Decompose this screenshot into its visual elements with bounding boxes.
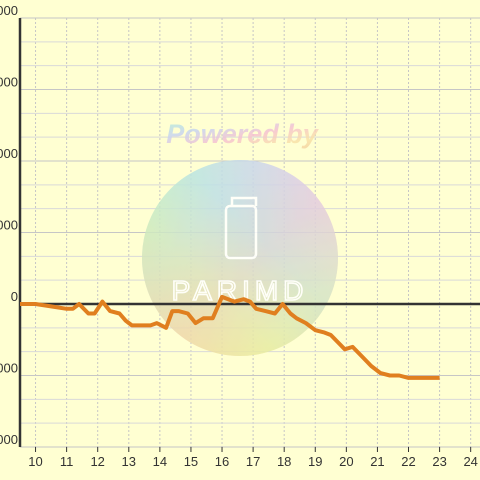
y-tick-label: 0 xyxy=(11,289,18,304)
x-tick-label: 11 xyxy=(60,454,74,469)
x-axis-labels: 10 11 12 13 14 15 16 17 18 19 20 21 22 23 24 xyxy=(28,454,478,469)
y-tick-label: 3,000 xyxy=(0,218,18,233)
watermark-logo-icon xyxy=(224,204,258,260)
x-tick-label: 17 xyxy=(246,454,260,469)
x-tick-label: 10 xyxy=(28,454,42,469)
x-tick-label: 18 xyxy=(277,454,291,469)
y-tick-label: 6,000 xyxy=(0,146,18,161)
y-axis-labels: -6,000 -3,000 0 3,000 6,000 9,000 12,000 xyxy=(0,3,18,447)
watermark-logo-tab xyxy=(230,196,258,206)
x-tick-label: 21 xyxy=(370,454,384,469)
x-tick-label: 13 xyxy=(122,454,136,469)
watermark-powered-by: Powered by xyxy=(166,119,320,149)
x-tick-label: 22 xyxy=(401,454,415,469)
x-tick-label: 15 xyxy=(184,454,198,469)
y-tick-label: 9,000 xyxy=(0,75,18,90)
x-tick-label: 20 xyxy=(339,454,353,469)
y-tick-label: -6,000 xyxy=(0,432,18,447)
series-line xyxy=(20,294,440,380)
series-group xyxy=(20,294,440,380)
watermark: Powered by PARIMD xyxy=(142,119,338,356)
x-tick-label: 16 xyxy=(215,454,229,469)
y-tick-label: -3,000 xyxy=(0,361,18,376)
x-tick-label: 12 xyxy=(90,454,104,469)
y-tick-label: 12,000 xyxy=(0,3,18,18)
x-tick-label: 19 xyxy=(308,454,322,469)
x-tick-label: 14 xyxy=(153,454,167,469)
x-tick-label: 23 xyxy=(432,454,446,469)
x-tick-label: 24 xyxy=(463,454,477,469)
